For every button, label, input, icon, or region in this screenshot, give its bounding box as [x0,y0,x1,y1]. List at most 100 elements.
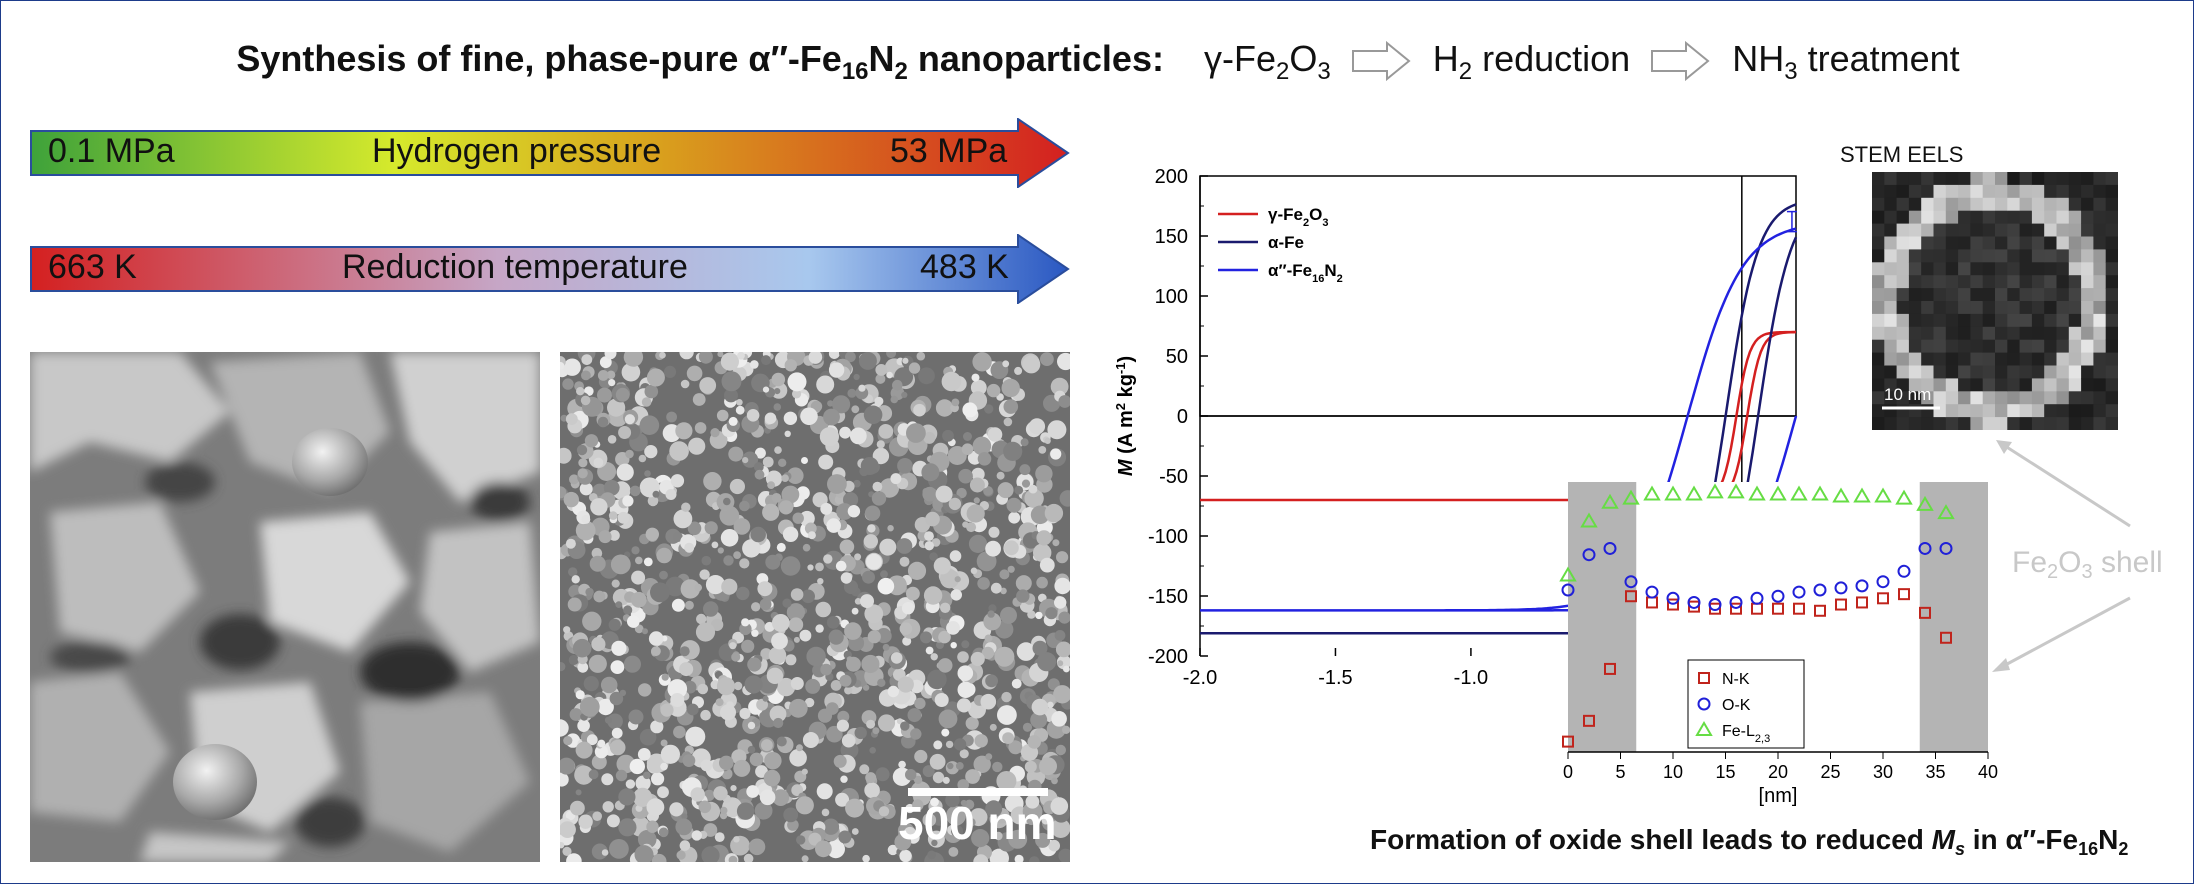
sem-particle [744,675,763,694]
sem-particle [715,698,724,707]
sem-particle [1015,575,1032,592]
sem-particle [899,849,912,862]
sem-particle [583,676,599,692]
sem-particle [951,398,960,407]
sem-particle [802,543,811,552]
eels-pixel [2044,301,2057,315]
sem-particle [670,693,685,707]
sem-particle [971,467,985,481]
fel-point [1706,483,1724,499]
eels-pixel [1970,326,1984,341]
sem-particle [971,829,990,848]
sem-particle [914,749,928,764]
sem-particle [916,352,926,361]
sem-particle [592,811,602,821]
sem-particle [816,783,833,800]
sem-particle [841,733,856,748]
sem-particle [845,656,861,672]
eels-pixel [1921,223,1934,237]
eels-pixel [2007,223,2021,237]
eels-pixel [2044,365,2057,379]
sem-particle [741,618,750,627]
fel-point [1664,485,1682,501]
sem-particle [959,749,969,759]
eels-pixel [2105,288,2118,302]
eels-pixel [1884,288,1898,302]
sem-particle [827,474,847,494]
sem-particle [801,768,808,775]
sem-particle [733,681,743,691]
sem-particle [867,630,881,644]
eels-pixel [2044,184,2057,199]
eels-pixel [1921,197,1934,212]
sem-particle [805,678,821,694]
eels-pixel [1908,391,1922,405]
sem-particle [675,818,693,836]
eels-pixel [1933,301,1947,315]
eels-pixel [2093,417,2107,430]
ok-point [1624,575,1638,589]
eels-pixel [2044,275,2057,289]
eels-pixel [2093,301,2107,315]
eels-pixel [1982,352,1996,366]
legend-marker [1695,721,1713,736]
sem-particle [585,587,594,597]
sem-particle [908,362,921,374]
sem-particle [872,481,883,492]
nk-point [1772,602,1784,615]
sem-particle [1007,565,1015,573]
sem-particle [670,474,685,488]
eels-pixel [2031,339,2045,354]
eels-pixel [2044,197,2057,212]
sem-particle [764,752,782,770]
sem-particle [858,384,866,392]
eels-pixel [1921,236,1934,250]
sem-particle [687,521,702,536]
eels-pixel [2068,184,2082,199]
sem-particle [1040,352,1054,366]
ok-point [1561,583,1575,597]
ok-point [1918,541,1932,555]
sem-particle [690,787,705,802]
sem-particle [669,441,689,461]
fel-point [1769,485,1787,501]
sem-particle [759,789,776,806]
eels-pixel [2056,249,2070,263]
sem-particle [731,652,741,662]
sem-particle [1021,479,1031,488]
sem-particle [659,352,666,359]
profile-x-axis-label: [nm] [1759,785,1798,807]
sem-particle [1002,732,1014,744]
sem-particle [584,434,599,448]
sem-particle [602,801,614,813]
sem-particle [1014,485,1024,495]
process-arrow-icon [1651,41,1710,82]
sem-particle [1050,448,1062,460]
eels-pixel [1933,275,1947,289]
temperature-gradient-arrow: 663 K Reduction temperature 483 K [30,234,1070,304]
eels-pixel [1982,262,1996,276]
sem-particle [716,409,729,422]
eels-pixel [1933,249,1947,263]
eels-pixel [2007,172,2021,186]
eels-pixel [1970,352,1984,366]
eels-pixel [1970,249,1984,263]
sem-particle [815,601,832,618]
eels-pixel [2068,326,2082,341]
stem-eels-map: 10 nm [1872,172,2118,430]
profile-x-tick-label: 30 [1873,762,1893,782]
sem-particle [679,352,694,360]
sem-particle [864,505,881,521]
eels-pixel [1896,223,1910,237]
sem-particle [618,788,636,806]
eels-pixel [1933,313,1947,328]
sem-particle [788,617,804,632]
sem-particle [572,638,592,658]
sem-particle [839,426,851,439]
eels-scale-label: 10 nm [1884,385,1931,404]
sem-particle [623,655,641,673]
sem-particle [703,601,719,617]
eels-pixel [1896,249,1910,263]
eels-pixel [1908,365,1922,379]
eels-pixel [2007,288,2021,302]
